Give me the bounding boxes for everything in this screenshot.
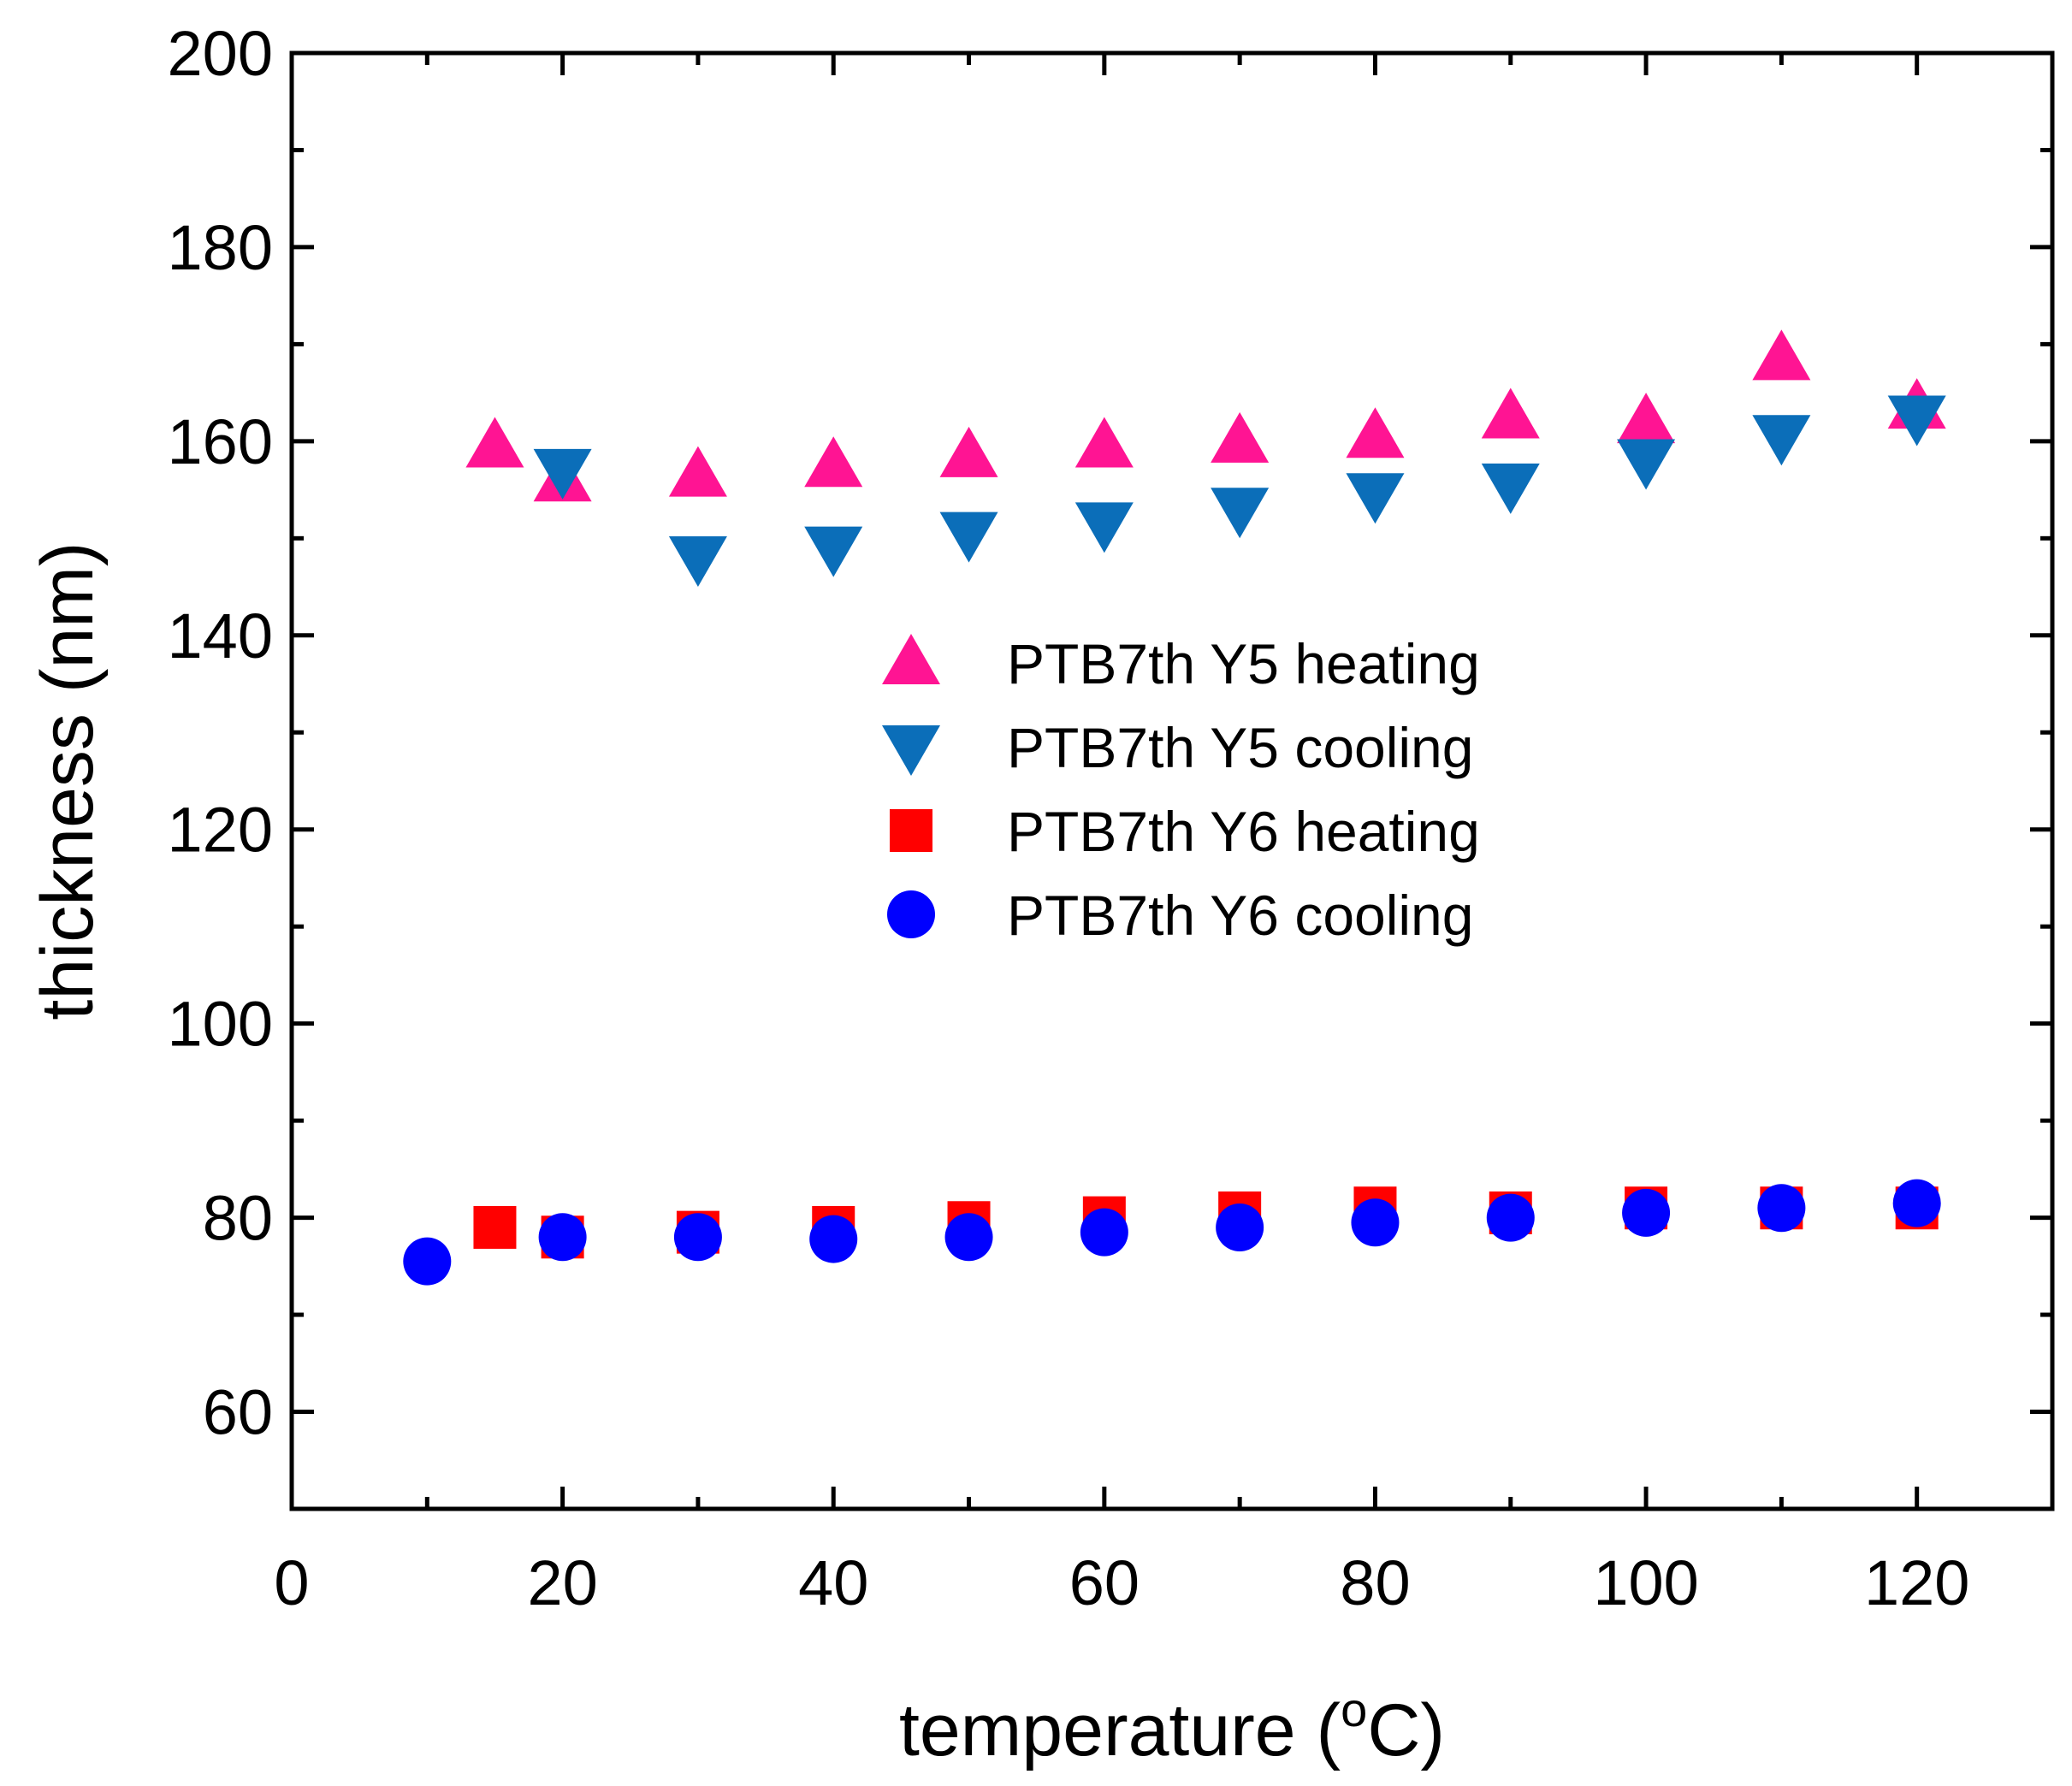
data-point: [804, 436, 863, 488]
legend-marker: [882, 725, 940, 776]
data-point: [1481, 463, 1540, 514]
legend-label: PTB7th Y5 heating: [1007, 632, 1480, 695]
data-point: [1351, 1198, 1400, 1247]
x-tick-label: 100: [1593, 1547, 1698, 1618]
plot-frame: [289, 50, 2055, 1511]
y-tick-label: 140: [168, 600, 273, 671]
series-3: [403, 1179, 1941, 1286]
data-point: [1080, 1208, 1128, 1257]
data-point: [668, 536, 727, 588]
x-tick-label: 20: [527, 1547, 597, 1618]
x-tick-label: 60: [1069, 1547, 1140, 1618]
x-tick-label: 0: [274, 1547, 309, 1618]
legend-label: PTB7th Y5 cooling: [1007, 716, 1473, 779]
data-point: [673, 1213, 722, 1262]
data-point: [944, 1213, 993, 1262]
legend-item: PTB7th Y5 heating: [882, 632, 1480, 695]
data-point: [403, 1237, 452, 1286]
x-axis-unit-superscript: o: [1341, 1683, 1367, 1736]
data-point: [1481, 387, 1540, 439]
x-axis-title: temperature (oC): [899, 1683, 1445, 1771]
data-point: [1074, 417, 1134, 468]
y-tick-label: 180: [168, 212, 273, 283]
data-point: [1752, 329, 1811, 381]
legend-marker: [890, 809, 932, 852]
data-point: [804, 526, 863, 577]
data-point: [1074, 502, 1134, 553]
y-axis-title: thickness (nm): [27, 541, 109, 1020]
data-point: [1752, 415, 1811, 466]
data-point: [538, 1213, 587, 1262]
data-point: [1216, 1203, 1264, 1251]
legend-label: PTB7th Y6 cooling: [1007, 884, 1473, 947]
data-point: [1346, 473, 1405, 524]
data-point: [1486, 1193, 1535, 1242]
axis-ticks: [289, 50, 2055, 1511]
legend-marker: [887, 890, 935, 938]
data-point: [809, 1215, 858, 1263]
y-tick-label: 100: [168, 989, 273, 1060]
x-tick-label: 40: [798, 1547, 868, 1618]
data-point: [939, 426, 998, 477]
data-point: [939, 512, 998, 563]
y-tick-label: 80: [203, 1183, 273, 1254]
legend-marker: [882, 634, 940, 684]
data-point: [1622, 1188, 1671, 1237]
data-point: [1346, 407, 1405, 458]
x-tick-label: 120: [1864, 1547, 1969, 1618]
legend-label: PTB7th Y6 heating: [1007, 800, 1480, 863]
data-point: [1617, 439, 1676, 490]
y-tick-label: 120: [168, 795, 273, 866]
data-point: [1757, 1184, 1806, 1233]
y-tick-label: 200: [168, 18, 273, 89]
data-point: [668, 446, 727, 497]
data-point: [1617, 393, 1676, 444]
legend-item: PTB7th Y6 cooling: [887, 884, 1473, 947]
legend-item: PTB7th Y6 heating: [890, 800, 1480, 863]
data-point: [465, 417, 524, 468]
data-point: [1892, 1179, 1941, 1227]
legend: PTB7th Y5 heating PTB7th Y5 cooling PTB7th…: [882, 632, 1480, 947]
x-tick-label: 80: [1340, 1547, 1410, 1618]
y-tick-label: 160: [168, 406, 273, 477]
legend-item: PTB7th Y5 cooling: [882, 716, 1473, 779]
data-point: [473, 1205, 517, 1249]
series-0: [465, 329, 1946, 502]
data-points: [403, 329, 1946, 1286]
series-1: [533, 395, 1946, 588]
y-tick-label: 60: [203, 1377, 273, 1448]
data-point: [1211, 411, 1270, 463]
data-point: [1211, 488, 1270, 539]
tick-labels: 0 20 40 60 80 100 120 60 80 100 120 140 160 180 200: [168, 18, 1970, 1618]
data-point: [1887, 395, 1946, 446]
data-point: [533, 448, 592, 500]
